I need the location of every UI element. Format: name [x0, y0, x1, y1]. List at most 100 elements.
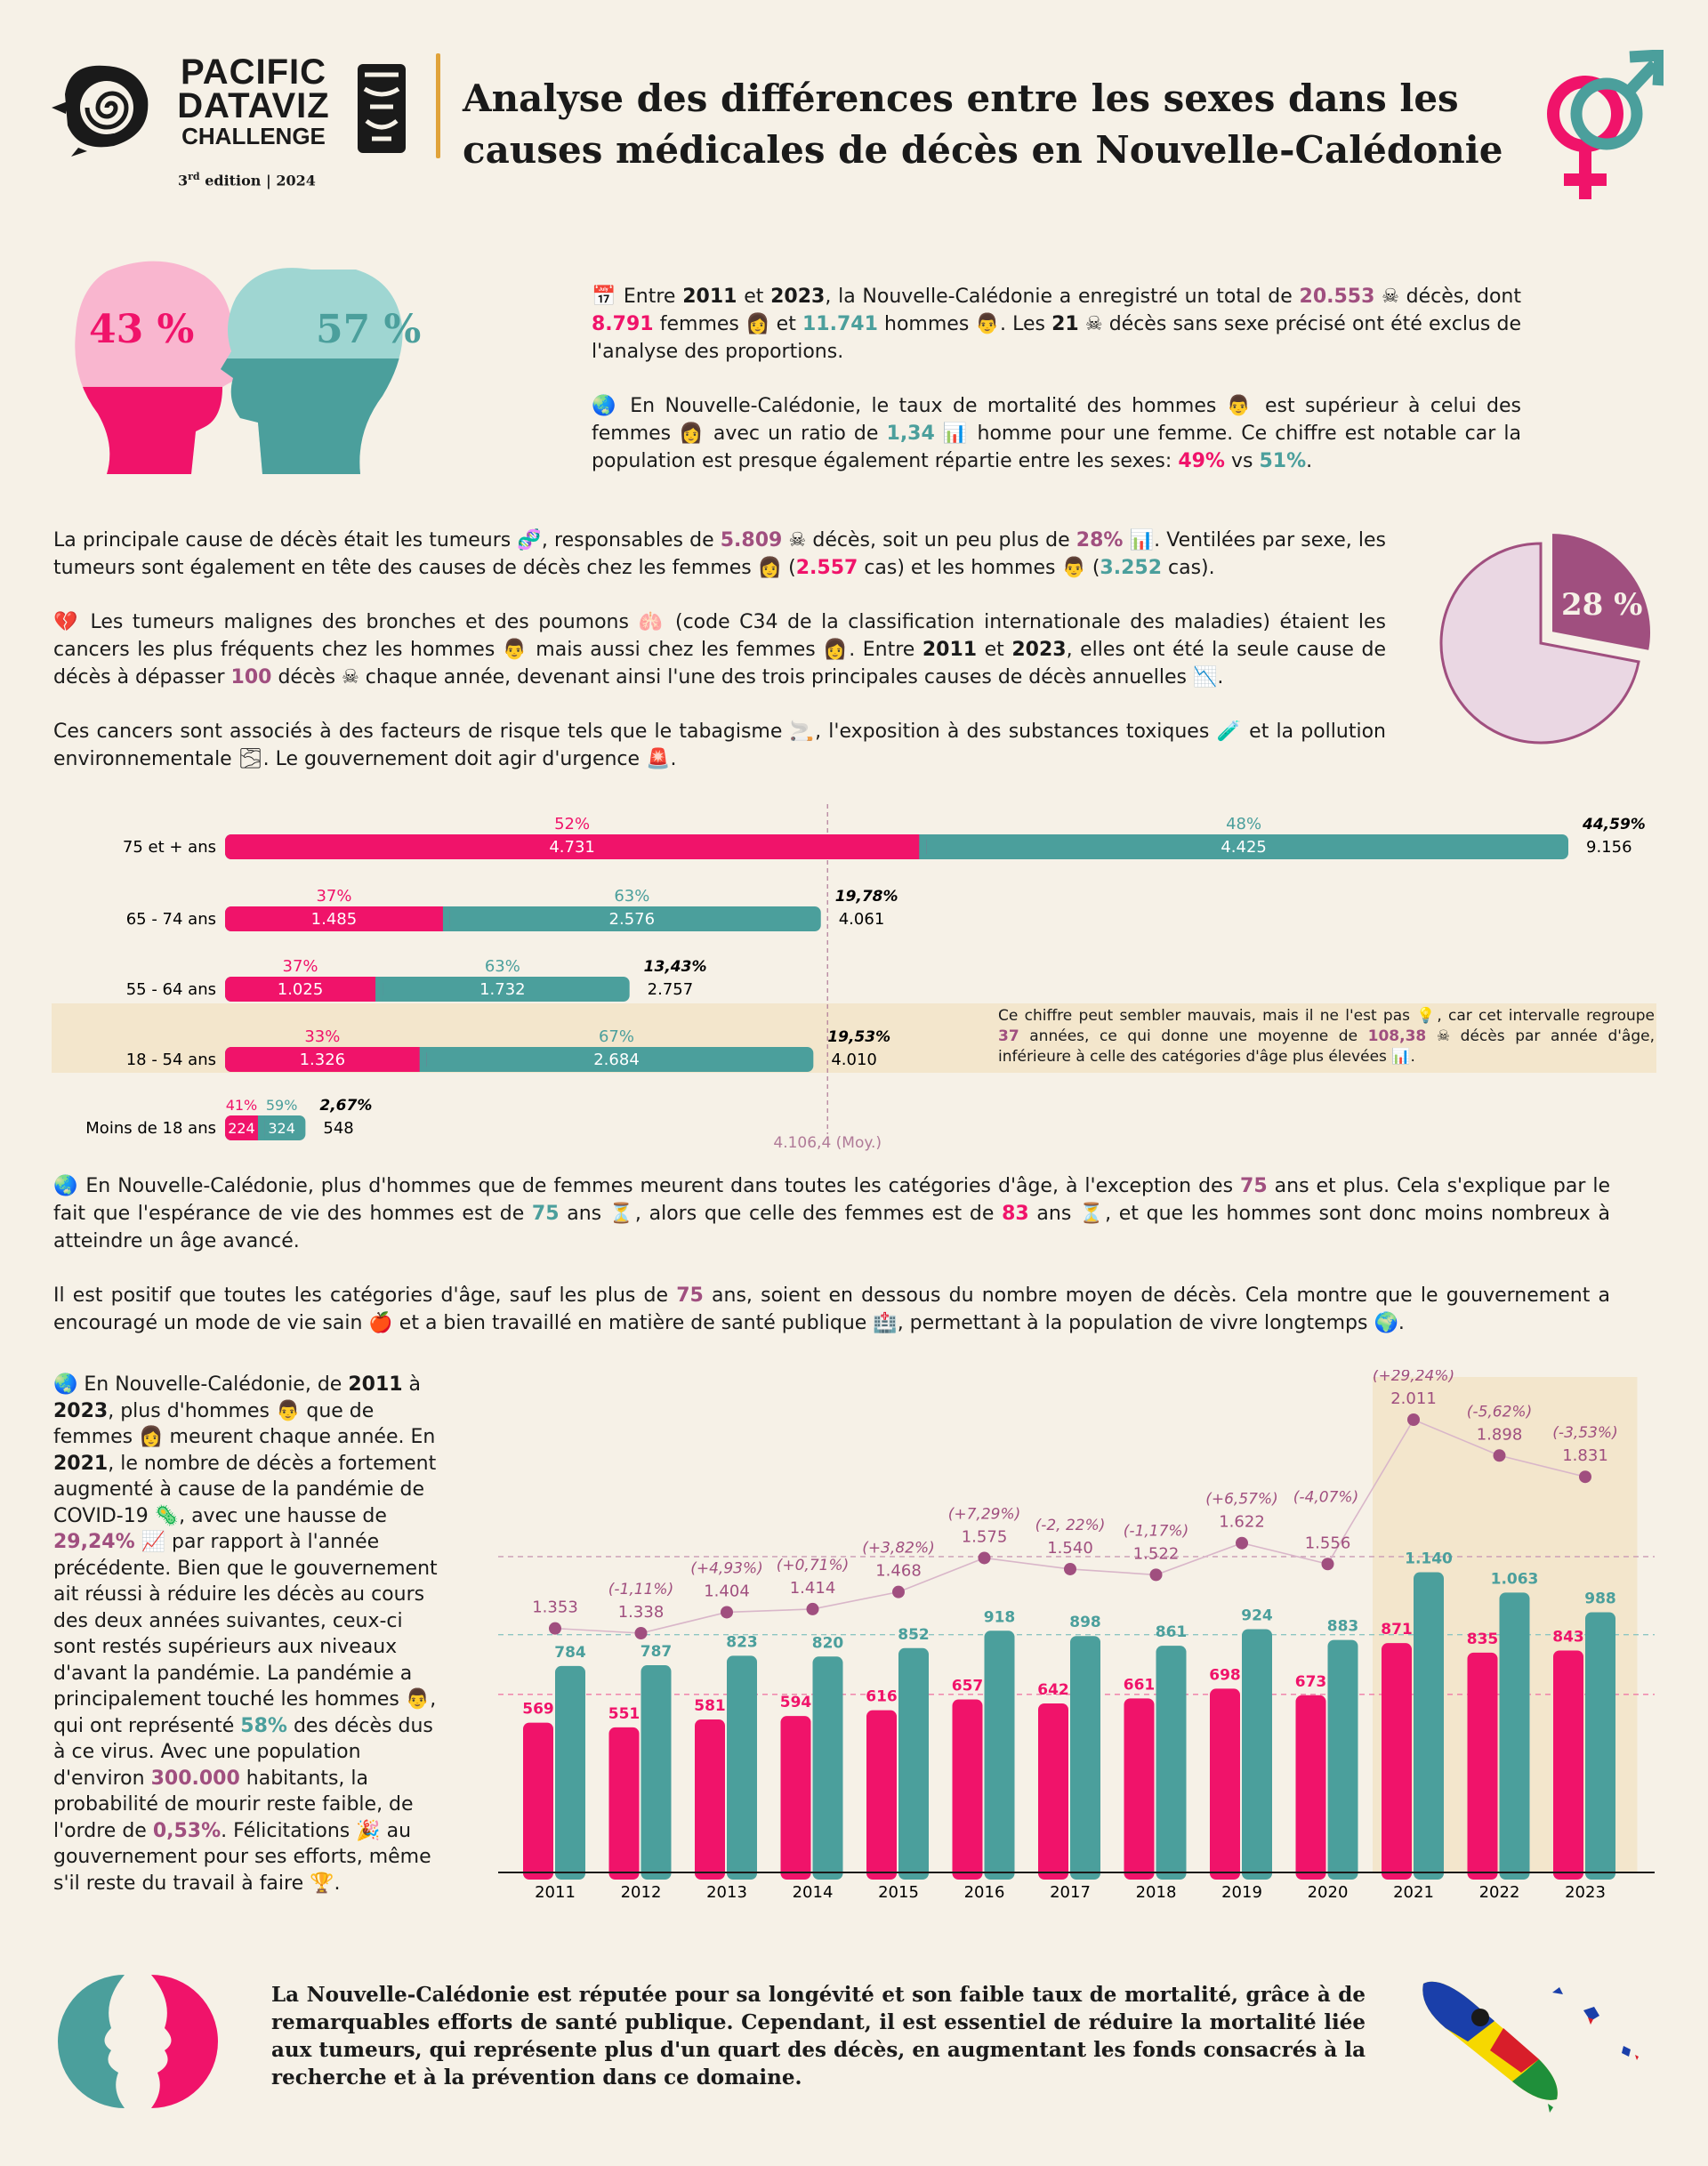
text-segment: ans, soient en dessous du nombre moyen d…	[53, 1284, 1610, 1334]
female-bar	[225, 977, 383, 1002]
total-change-label: (+4,93%)	[690, 1559, 763, 1577]
turtle-logo-icon	[52, 65, 149, 157]
intro-paragraph-1: 📅 Entre 2011 et 2023, la Nouvelle-Calédo…	[592, 283, 1521, 366]
female-year-bar	[952, 1699, 983, 1880]
total-point	[1149, 1568, 1163, 1582]
female-pct-label: 37%	[283, 957, 318, 976]
total-point	[721, 1606, 733, 1619]
female-value-label: 661	[1124, 1676, 1156, 1694]
female-count-label: 224	[228, 1120, 255, 1137]
male-year-bar	[1242, 1629, 1272, 1880]
year-tick-label: 2021	[1393, 1883, 1434, 1902]
year-tick-label: 2014	[793, 1883, 834, 1902]
text-segment: 51%	[1259, 450, 1307, 472]
text-segment: 🌏 En Nouvelle-Calédonie, le taux de mort…	[592, 395, 1521, 445]
total-value-label: 1.404	[704, 1582, 750, 1600]
text-segment: 58%	[240, 1714, 287, 1737]
text-segment: ☠ décès, soit un peu plus de	[782, 529, 1076, 552]
text-segment: 2.557	[795, 557, 858, 579]
female-year-bar	[523, 1722, 553, 1880]
text-segment: 2011	[348, 1373, 403, 1396]
year-tick-label: 2017	[1050, 1883, 1091, 1902]
age-note: Ce chiffre peut sembler mauvais, mais il…	[998, 1006, 1655, 1067]
title-line-1: Analyse des différences entre les sexes …	[463, 76, 1459, 120]
male-value-label: 784	[554, 1644, 586, 1662]
text-segment: ☠ décès sans sexe précisé ont été exclus…	[592, 313, 1521, 363]
total-point	[1407, 1413, 1420, 1426]
tumors-paragraph-2: 💔 Les tumeurs malignes des bronches et d…	[53, 608, 1386, 691]
text-segment: 20.553	[1299, 286, 1375, 308]
gender-heads-graphic	[75, 261, 403, 475]
female-pct-label: 37%	[316, 887, 351, 906]
logo-text: PACIFIC DATAVIZ CHALLENGE	[160, 52, 347, 149]
edition-superscript: rd	[188, 171, 200, 182]
text-segment: Il est positif que toutes les catégories…	[53, 1284, 677, 1307]
year-tick-label: 2013	[706, 1883, 747, 1902]
age-text: 🌏 En Nouvelle-Calédonie, plus d'hommes q…	[53, 1172, 1610, 1364]
male-count-label: 4.425	[1221, 838, 1267, 857]
total-point	[1579, 1470, 1591, 1484]
total-point	[1493, 1449, 1506, 1462]
pie-percent-label: 28 %	[1561, 587, 1643, 623]
total-value-label: 1.575	[962, 1527, 1008, 1546]
total-change-label: (-2, 22%)	[1035, 1517, 1106, 1534]
text-segment: 📊 homme pour une femme. Ce chiffre est n…	[592, 423, 1522, 472]
male-value-label: 1.063	[1491, 1570, 1539, 1588]
female-value-label: 843	[1552, 1628, 1584, 1646]
female-value-label: 616	[866, 1688, 898, 1706]
male-value-label: 924	[1241, 1606, 1273, 1624]
text-segment: 2011	[922, 639, 978, 661]
logo-line-3: CHALLENGE	[181, 123, 326, 149]
text-segment: ☠ décès, dont	[1374, 286, 1521, 308]
edition-label: 3rd edition | 2024	[178, 171, 316, 189]
male-count-label: 1.732	[479, 980, 526, 999]
total-change-label: (-4,07%)	[1293, 1488, 1358, 1506]
text-segment: 75	[676, 1284, 704, 1307]
female-year-bar	[608, 1727, 640, 1880]
total-point	[1236, 1536, 1248, 1550]
text-segment: des décès dus à ce virus. Avec une popul…	[53, 1714, 433, 1790]
tumors-paragraph-1: La principale cause de décès était les t…	[53, 527, 1386, 582]
male-percent: 57 %	[316, 307, 422, 352]
age-label: Moins de 18 ans	[85, 1119, 216, 1138]
text-segment: 11.741	[802, 313, 878, 335]
female-value-label: 871	[1381, 1621, 1413, 1639]
male-year-bar	[640, 1665, 672, 1880]
text-segment: 108,38	[1367, 1027, 1427, 1045]
male-year-bar	[1070, 1636, 1100, 1880]
logo-line-1: PACIFIC	[180, 52, 327, 92]
male-count-label: 324	[268, 1120, 295, 1137]
text-segment: 75	[531, 1203, 560, 1225]
page-title: Analyse des différences entre les sexes …	[463, 73, 1530, 176]
female-value-label: 569	[522, 1701, 554, 1719]
text-segment: 300.000	[150, 1767, 240, 1790]
text-segment: 2023	[770, 286, 826, 308]
text-segment: 8.791	[592, 313, 654, 335]
text-segment: 💔 Les tumeurs malignes des bronches et d…	[53, 611, 1386, 661]
female-value-label: 642	[1037, 1681, 1069, 1699]
female-percent: 43 %	[89, 307, 195, 352]
text-segment: cas).	[1162, 557, 1215, 579]
text-segment: 28%	[1076, 529, 1124, 552]
total-change-label: (-5,62%)	[1467, 1403, 1532, 1421]
text-segment: , la Nouvelle-Calédonie a enregistré un …	[825, 286, 1300, 308]
male-pct-label: 63%	[614, 887, 649, 906]
total-value-label: 1.540	[1047, 1539, 1093, 1558]
text-segment: habitants, la probabilité de mourir rest…	[53, 1767, 414, 1842]
text-segment: 83	[1002, 1203, 1029, 1225]
male-count-label: 2.684	[593, 1051, 640, 1069]
male-year-bar	[1499, 1592, 1530, 1880]
male-value-label: 861	[1156, 1623, 1188, 1641]
female-pct-label: 41%	[226, 1097, 258, 1114]
pie-slice-tumors	[1551, 531, 1652, 653]
header: PACIFIC DATAVIZ CHALLENGE 3rd edition | …	[0, 0, 1708, 213]
share-label: 19,78%	[835, 888, 898, 906]
total-label: 2.757	[648, 980, 694, 999]
male-pct-label: 59%	[266, 1097, 298, 1114]
female-bar	[225, 1115, 265, 1140]
male-value-label: 852	[898, 1626, 930, 1644]
female-bar	[225, 1047, 427, 1072]
total-point	[1321, 1558, 1334, 1571]
text-segment: 📅 Entre	[592, 286, 683, 308]
text-segment: ☠ décès par année d'âge, inférieure à ce…	[998, 1027, 1656, 1066]
